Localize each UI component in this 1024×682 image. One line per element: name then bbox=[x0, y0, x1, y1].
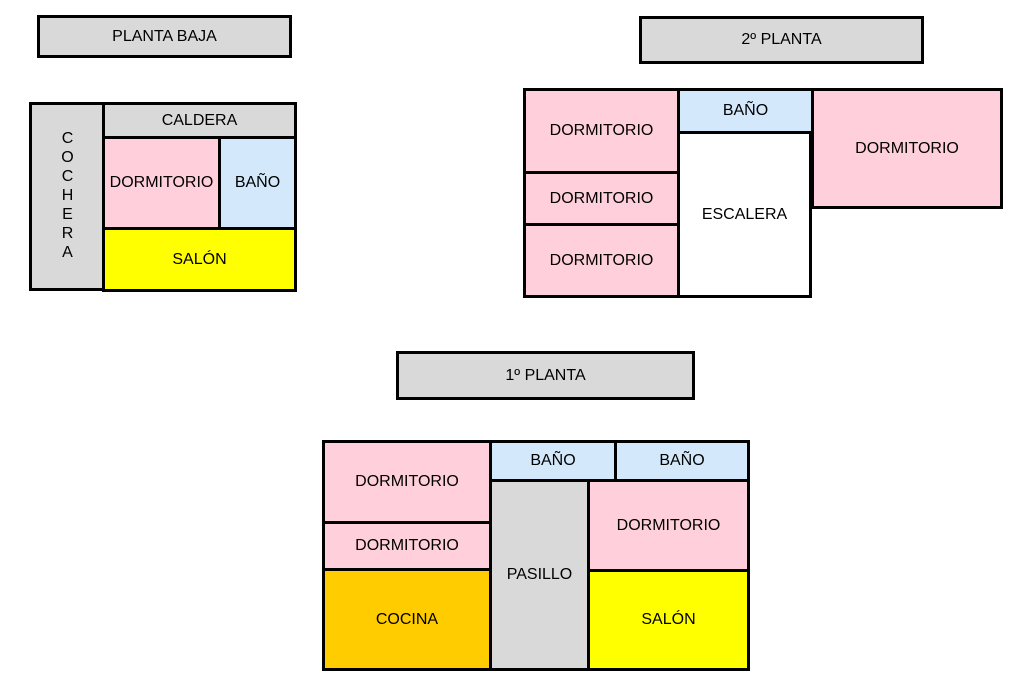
room-dormitorio-4: DORMITORIO bbox=[811, 88, 1003, 209]
primera-planta-title: 1º PLANTA bbox=[396, 351, 695, 400]
room-bano-2: BAÑO bbox=[614, 440, 750, 482]
room-dormitorio-1: DORMITORIO bbox=[523, 88, 680, 174]
room-cochera: COCHERA bbox=[29, 102, 105, 291]
room-salon: SALÓN bbox=[102, 227, 297, 292]
room-caldera: CALDERA bbox=[102, 102, 297, 139]
room-bano-1: BAÑO bbox=[489, 440, 617, 482]
room-bano: BAÑO bbox=[218, 136, 297, 230]
planta-baja-title: PLANTA BAJA bbox=[37, 15, 292, 58]
room-dormitorio-1: DORMITORIO bbox=[322, 440, 492, 524]
room-dormitorio-3: DORMITORIO bbox=[523, 223, 680, 298]
room-escalera: ESCALERA bbox=[677, 131, 812, 298]
room-dormitorio: DORMITORIO bbox=[102, 136, 221, 230]
room-salon: SALÓN bbox=[587, 569, 750, 671]
room-dormitorio-2: DORMITORIO bbox=[523, 171, 680, 226]
room-pasillo: PASILLO bbox=[489, 479, 590, 671]
room-bano: BAÑO bbox=[677, 88, 814, 134]
room-cocina: COCINA bbox=[322, 568, 492, 671]
room-dormitorio-2: DORMITORIO bbox=[322, 521, 492, 571]
segunda-planta-title: 2º PLANTA bbox=[639, 16, 924, 64]
room-dormitorio-3: DORMITORIO bbox=[587, 479, 750, 572]
